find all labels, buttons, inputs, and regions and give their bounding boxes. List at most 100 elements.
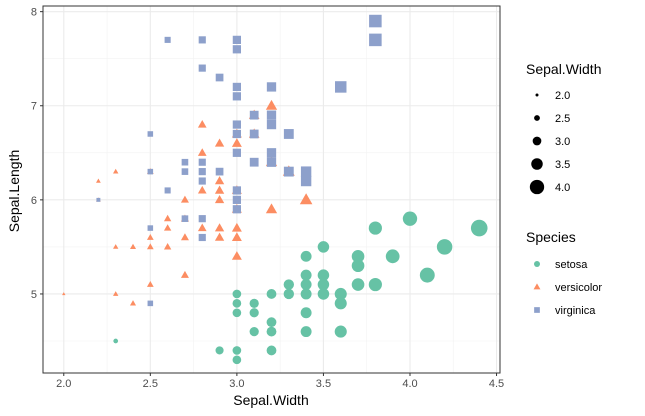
setosa-point	[470, 219, 488, 237]
virginica-point	[249, 110, 259, 120]
versicolor-point	[96, 178, 101, 183]
setosa-point	[232, 346, 242, 355]
minor-gridlines	[43, 6, 500, 373]
y-tick-label: 5	[31, 289, 37, 301]
setosa-point	[351, 249, 365, 263]
virginica-point	[232, 129, 241, 139]
setosa-point	[368, 221, 382, 235]
setosa-point	[300, 288, 312, 300]
versicolor-point	[113, 168, 119, 174]
setosa-point	[317, 241, 330, 253]
versicolor-point	[214, 194, 225, 204]
virginica-point	[181, 215, 189, 222]
versicolor-point	[163, 214, 172, 222]
size-legend-title: Sepal.Width	[526, 61, 601, 77]
versicolor-point	[180, 233, 189, 241]
x-tick-label: 2.5	[143, 378, 158, 390]
setosa-point	[351, 259, 365, 273]
setosa-point	[300, 326, 312, 338]
virginica-point	[266, 110, 277, 120]
virginica-point	[215, 73, 224, 82]
versicolor-point	[113, 291, 119, 296]
setosa-point	[249, 308, 259, 318]
size-legend-key	[529, 179, 545, 195]
versicolor-point	[129, 243, 137, 250]
x-tick-label: 3.5	[316, 378, 331, 390]
size-legend-label: 4.0	[555, 182, 570, 194]
versicolor-point	[214, 176, 225, 185]
setosa-point	[283, 288, 294, 300]
x-tick-label: 3.0	[229, 378, 244, 390]
versicolor-point	[197, 223, 207, 232]
data-points	[62, 14, 488, 365]
species-legend-title: Species	[526, 229, 576, 245]
plot-border	[42, 5, 501, 374]
virginica-point	[232, 148, 241, 157]
virginica-point	[266, 148, 277, 158]
setosa-point	[215, 346, 224, 355]
virginica-point	[232, 92, 241, 101]
virginica-point	[232, 45, 241, 54]
setosa-point	[113, 338, 119, 344]
y-axis-title: Sepal.Length	[6, 150, 22, 233]
virginica-point	[369, 14, 382, 28]
versicolor-point	[113, 244, 119, 249]
species-legend-label: setosa	[555, 259, 588, 271]
species-legend: Species setosa versicolor virginica	[526, 229, 602, 317]
versicolor-point	[231, 222, 242, 232]
versicolor-point	[265, 203, 278, 214]
size-legend-label: 2.5	[555, 113, 570, 125]
versicolor-point	[214, 185, 225, 194]
virginica-point	[283, 129, 294, 139]
y-tick-label: 7	[31, 101, 37, 113]
setosa-point	[317, 288, 330, 300]
versicolor-point	[180, 270, 189, 278]
plot-panel	[42, 5, 501, 374]
virginica-point	[96, 197, 101, 202]
setosa-point	[266, 326, 277, 337]
virginica-point	[300, 166, 312, 177]
setosa-point	[300, 279, 312, 291]
versicolor-point	[180, 195, 189, 203]
versicolor-point	[163, 224, 172, 231]
versicolor-point	[231, 232, 242, 241]
setosa-point	[300, 250, 312, 262]
virginica-point	[198, 233, 206, 242]
size-legend-label: 3.0	[555, 136, 570, 148]
versicolor-point	[129, 300, 137, 306]
setosa-point	[385, 249, 400, 264]
size-legend: Sepal.Width 2.0 2.5 3.0 3.5 4.0	[526, 61, 601, 195]
versicolor-point	[62, 292, 66, 296]
versicolor-point	[214, 138, 225, 147]
setosa-point	[351, 278, 365, 291]
virginica-point	[283, 166, 294, 177]
versicolor-point	[299, 193, 313, 205]
setosa-point	[334, 297, 347, 310]
versicolor-point	[231, 138, 242, 147]
setosa-point	[402, 211, 418, 226]
setosa-point	[232, 289, 242, 299]
versicolor-point	[265, 99, 278, 110]
species-legend-key-setosa	[534, 261, 540, 267]
virginica-point	[249, 129, 259, 139]
virginica-point	[232, 186, 241, 195]
virginica-point	[147, 131, 154, 137]
species-legend-label: virginica	[555, 305, 596, 317]
y-tick-label: 6	[31, 195, 37, 207]
size-legend-key	[531, 158, 543, 170]
setosa-point	[232, 355, 242, 365]
virginica-point	[198, 36, 206, 44]
x-tick-label: 2.0	[56, 378, 71, 390]
virginica-point	[266, 119, 277, 130]
virginica-point	[198, 168, 206, 176]
versicolor-point	[197, 120, 207, 128]
virginica-point	[147, 300, 154, 307]
virginica-point	[266, 157, 277, 167]
virginica-point	[232, 120, 241, 129]
virginica-point	[198, 158, 206, 166]
virginica-point	[232, 205, 241, 214]
x-tick-label: 4.5	[489, 378, 504, 390]
x-axis-ticks: 2.0 2.5 3.0 3.5 4.0 4.5	[56, 373, 504, 390]
setosa-point	[266, 345, 277, 356]
setosa-point	[266, 317, 277, 328]
